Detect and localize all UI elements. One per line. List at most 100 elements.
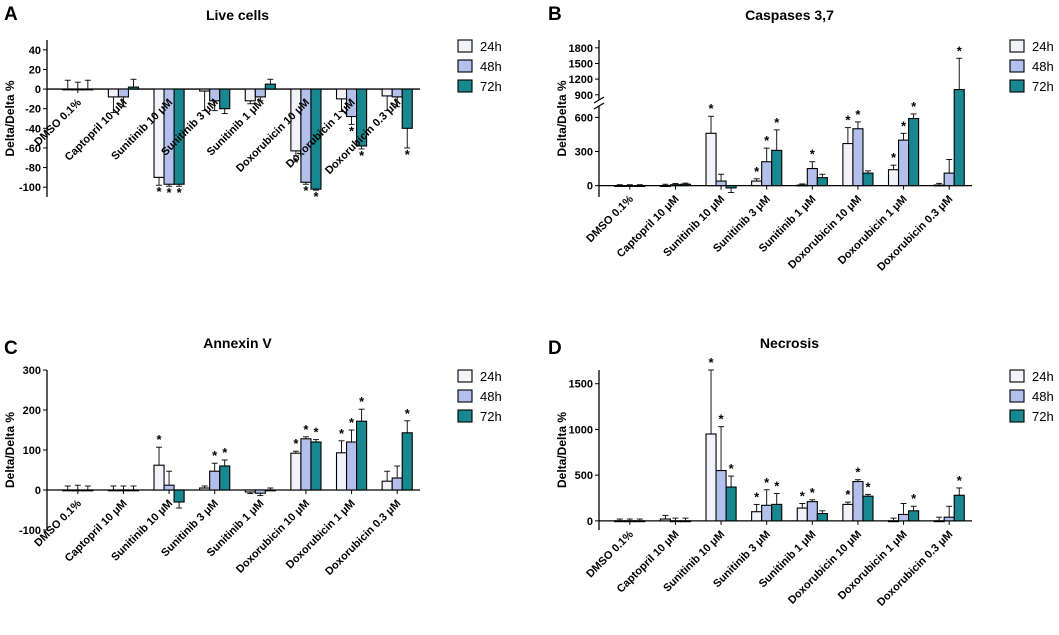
panel-c-bar-24h [153, 464, 165, 491]
panel-b-bar-24h [614, 185, 626, 187]
panel-d-bar-72h [771, 503, 783, 522]
panel-d-bar-48h [715, 470, 727, 522]
panel-b-bar-24h [705, 132, 717, 187]
panel-d-bar-48h [897, 513, 910, 522]
panel-b-significance-star: * [845, 113, 851, 128]
panel-a-bar-48h [254, 88, 266, 98]
panel-a-y-tick-label: -100 [19, 182, 41, 194]
panel-a-significance-star: * [177, 185, 183, 200]
panel-a-legend-label-24h: 24h [480, 39, 502, 54]
panel-a-significance-star: * [293, 155, 299, 170]
panel-a-significance-star: * [405, 147, 411, 162]
panel-a-legend-label-72h: 72h [480, 79, 502, 94]
panel-b: B Caspases 3,7 Delta/Delta % 1800 1500 1200… [548, 4, 1054, 273]
panel-b-significance-star: * [810, 147, 816, 162]
panel-b-significance-star: * [911, 99, 917, 114]
panel-c-y-tick-label: 200 [23, 405, 41, 417]
panel-b-significance-star: * [708, 101, 714, 116]
panel-a-y-tick-label: -60 [25, 143, 41, 155]
panel-d-bar-72h [953, 494, 965, 522]
panel-c-bar-24h [381, 480, 393, 491]
panel-c-bar-48h [391, 477, 403, 491]
panel-d-bar-72h [634, 520, 646, 523]
panel-b-bar-24h [887, 169, 900, 187]
panel-a-bar-24h [199, 88, 211, 92]
panel-b-significance-star: * [774, 115, 780, 130]
panel-d-bar-48h [852, 480, 864, 522]
panel-a-y-tick-label: 0 [35, 84, 41, 96]
panel-d-significance-star: * [729, 461, 735, 476]
panel-a-title: Live cells [206, 7, 269, 23]
panel-a-legend-swatch-48h [457, 59, 473, 73]
panel-d-legend-label-72h: 72h [1032, 409, 1054, 424]
panel-b-significance-star: * [957, 43, 963, 58]
panel-b-bar-48h [897, 139, 910, 187]
panel-b-bar-72h [771, 149, 783, 187]
panel-d-significance-star: * [865, 479, 871, 494]
panel-d-significance-star: * [911, 491, 917, 506]
panel-c-category-label: Doxorubicin 0.3 μM [323, 498, 403, 578]
panel-d-title: Necrosis [760, 335, 819, 351]
panel-d-legend-swatch-24h [1009, 369, 1025, 383]
panel-c-significance-star: * [303, 422, 309, 437]
panel-d-bar-48h [669, 520, 682, 523]
panel-b-y-tick-label: 0 [587, 181, 593, 193]
panel-c-letter: C [4, 338, 18, 359]
panel-b-bar-72h [953, 89, 965, 187]
panel-b-axis-break-mark [593, 102, 605, 110]
panel-b-bar-24h [751, 180, 763, 187]
panel-c-significance-star: * [313, 425, 319, 440]
panel-b-legend-label-72h: 72h [1032, 79, 1054, 94]
panel-d-bar-48h [806, 501, 818, 522]
panel-d-significance-star: * [774, 478, 780, 493]
panel-c-significance-star: * [339, 426, 345, 441]
panel-a-significance-star: * [156, 184, 162, 199]
panel-b-category-label: Doxorubicin 0.3 μM [875, 193, 955, 273]
panel-a-significance-star: * [359, 148, 365, 163]
panel-c-title: Annexin V [203, 335, 272, 351]
panel-a-bar-72h [219, 88, 231, 110]
panel-b-y-tick-label: 300 [575, 147, 593, 159]
panel-c-bar-48h [209, 470, 221, 491]
panel-a-y-tick-label: 40 [29, 45, 41, 57]
panel-d-bar-48h [624, 520, 636, 523]
panel-a-significance-star: * [303, 183, 309, 198]
panel-c-bar-48h [117, 489, 130, 492]
panel-a-y-tick-label: -80 [25, 163, 41, 175]
panel-a-y-tick-label: 20 [29, 64, 41, 76]
panel-c-bar-48h [254, 489, 266, 494]
panel-a-bar-24h [381, 88, 393, 97]
panel-c-bar-48h [345, 441, 358, 491]
panel-b-significance-star: * [891, 150, 897, 165]
panel-d-bar-72h [862, 495, 874, 522]
panel-b-bar-48h [761, 161, 773, 187]
panel-c-y-tick-label: 0 [35, 485, 41, 497]
panel-c-legend-swatch-72h [457, 409, 473, 423]
panel-b-y-axis-label: Delta/Delta % [555, 80, 569, 156]
panel-d-legend-label-48h: 48h [1032, 389, 1054, 404]
panel-c-legend-swatch-24h [457, 369, 473, 383]
panel-c-bar-24h [290, 452, 302, 491]
panel-a-y-axis-label: Delta/Delta % [3, 80, 17, 156]
panel-c-significance-star: * [222, 445, 228, 460]
panel-b-bar-24h [933, 184, 945, 187]
panel-d-category-label: Doxorubicin 0.3 μM [875, 528, 955, 608]
panel-a-bar-72h [264, 83, 276, 90]
panel-c-significance-star: * [293, 436, 299, 451]
panel-c-bar-24h [107, 489, 119, 492]
panel-d-significance-star: * [800, 488, 806, 503]
panel-d-bar-24h [751, 511, 763, 522]
panel-b-legend-label-48h: 48h [1032, 59, 1054, 74]
panel-a-y-tick-label: -40 [25, 123, 41, 135]
panel-c-legend-label-24h: 24h [480, 369, 502, 384]
panel-d-y-tick-label: 1500 [569, 379, 593, 391]
panel-d-bar-24h [842, 503, 854, 522]
panel-a-significance-star: * [167, 185, 173, 200]
panel-c-significance-star: * [156, 432, 162, 447]
panel-b-bar-48h [806, 168, 818, 187]
panel-a-significance-star: * [349, 123, 355, 138]
panel-b-title: Caspases 3,7 [745, 7, 834, 23]
panel-a-bar-24h [62, 88, 74, 91]
panel-d-significance-star: * [845, 487, 851, 502]
